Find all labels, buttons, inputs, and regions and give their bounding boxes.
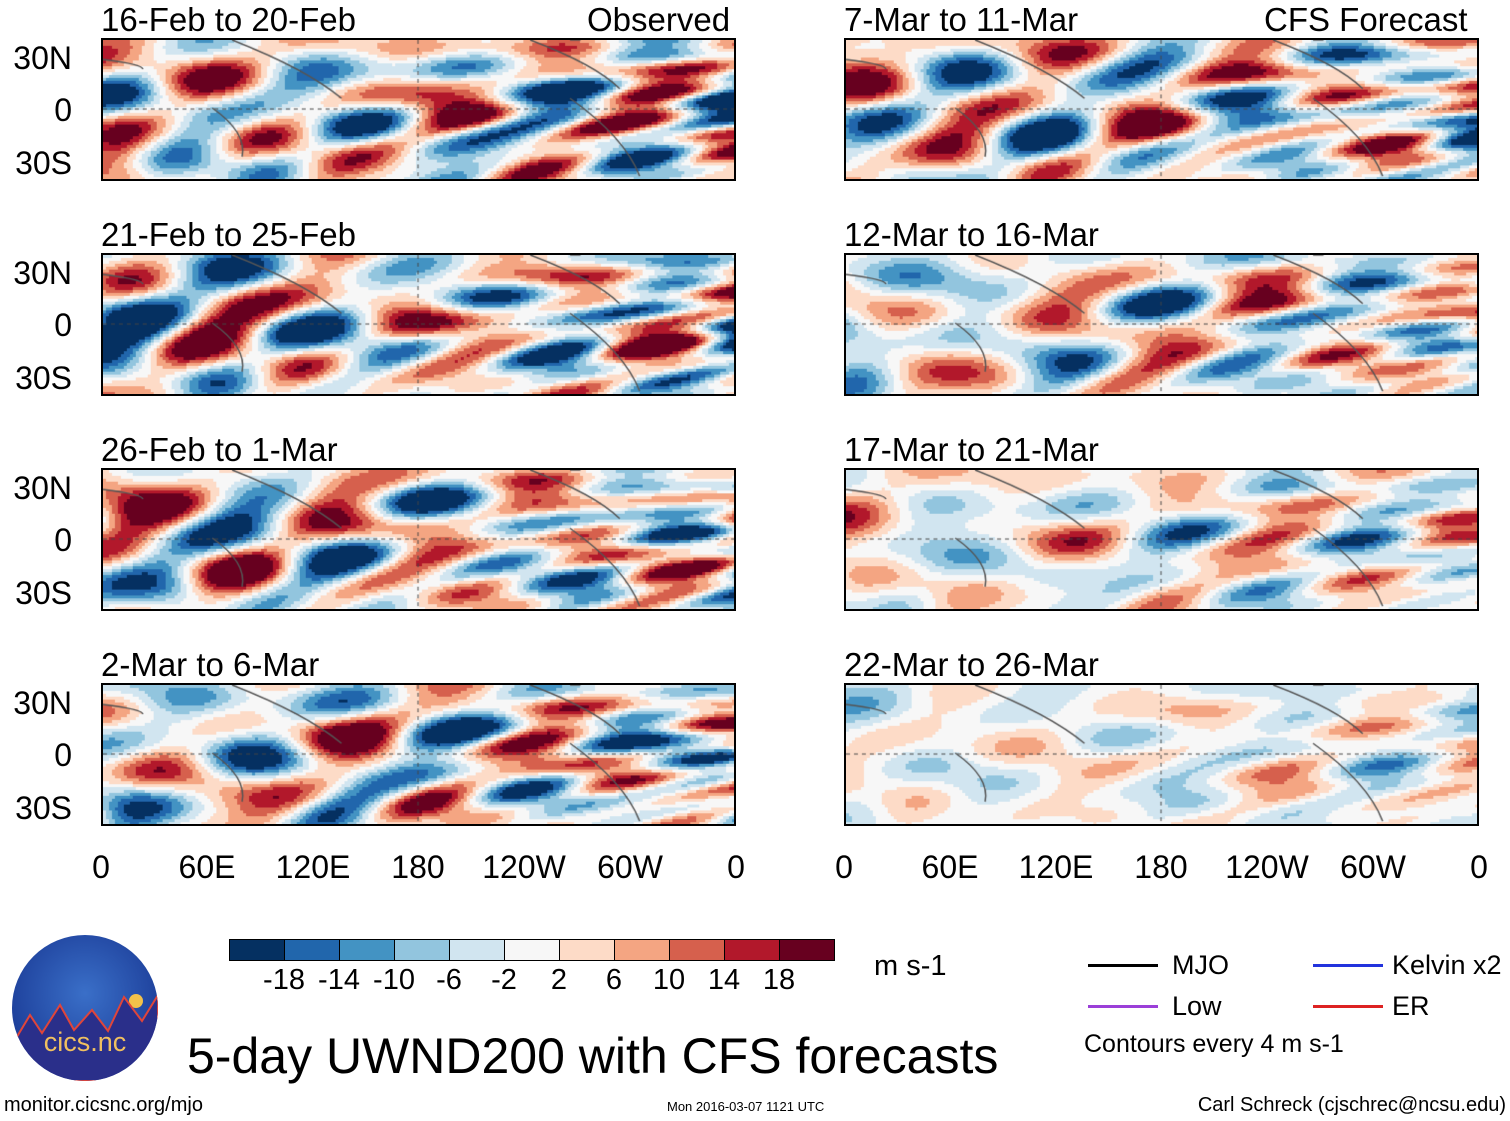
- wind-field: [103, 685, 734, 824]
- lon-label: 60W: [597, 849, 663, 885]
- lat-label: 30S: [15, 575, 72, 611]
- legend-low: Low: [1172, 991, 1222, 1021]
- wind-field: [103, 255, 734, 394]
- map-panel-left-4: [101, 683, 736, 826]
- lat-label: 0: [54, 307, 72, 343]
- lat-label: 30S: [15, 145, 72, 181]
- lat-label: 30N: [13, 470, 72, 506]
- wind-field: [846, 255, 1477, 394]
- lat-label: 30N: [13, 255, 72, 291]
- lon-label: 180: [1134, 849, 1188, 885]
- panel-title: 2-Mar to 6-Mar: [101, 646, 320, 683]
- colorbar-label: 18: [762, 964, 796, 996]
- colorbar-swatch: [339, 939, 395, 961]
- legend-kelvin-line: [1313, 964, 1383, 967]
- map-panel-left-1: [101, 38, 736, 181]
- map-panel-right-2: [844, 253, 1479, 396]
- colorbar-swatch: [229, 939, 285, 961]
- map-panel-right-4: [844, 683, 1479, 826]
- lat-label: 0: [54, 522, 72, 558]
- lat-label: 0: [54, 92, 72, 128]
- logo-text: cics.nc: [43, 1027, 127, 1057]
- colorbar-swatch: [724, 939, 780, 961]
- colorbar-label: 6: [605, 964, 623, 996]
- lat-label: 0: [54, 737, 72, 773]
- lon-label: 120W: [482, 849, 566, 885]
- lon-label: 120W: [1225, 849, 1309, 885]
- wind-field: [103, 40, 734, 179]
- mountain-icon: [12, 993, 158, 1081]
- colorbar-label: -14: [318, 964, 360, 996]
- colorbar-label: 14: [707, 964, 741, 996]
- lon-label: 60W: [1340, 849, 1406, 885]
- figure-title: 5-day UWND200 with CFS forecasts: [187, 1028, 999, 1084]
- lon-label: 0: [92, 849, 110, 885]
- lon-label: 0: [1470, 849, 1488, 885]
- map-panel-left-2: [101, 253, 736, 396]
- legend-mjo-line: [1088, 964, 1158, 967]
- colorbar-swatch: [669, 939, 725, 961]
- colorbar-swatch: [394, 939, 450, 961]
- lat-label: 30N: [13, 685, 72, 721]
- lon-label: 180: [391, 849, 445, 885]
- map-panel-left-3: [101, 468, 736, 611]
- legend-er-line: [1313, 1005, 1383, 1008]
- observed-header: Observed: [587, 1, 731, 38]
- colorbar-label: -18: [263, 964, 305, 996]
- lon-label: 60E: [178, 849, 236, 885]
- panel-title: 7-Mar to 11-Mar: [844, 1, 1079, 38]
- colorbar-swatch: [504, 939, 560, 961]
- colorbar-label: 2: [550, 964, 568, 996]
- legend-mjo: MJO: [1172, 950, 1229, 980]
- map-panel-right-1: [844, 38, 1479, 181]
- colorbar-units: m s-1: [874, 950, 947, 982]
- wind-field: [846, 40, 1477, 179]
- colorbar-swatch: [449, 939, 505, 961]
- lat-label: 30N: [13, 40, 72, 76]
- lat-label: 30S: [15, 360, 72, 396]
- lon-label: 120E: [1018, 849, 1094, 885]
- legend-er: ER: [1392, 991, 1430, 1021]
- lon-label: 0: [727, 849, 745, 885]
- lon-label: 120E: [275, 849, 351, 885]
- panel-title: 17-Mar to 21-Mar: [844, 431, 1099, 468]
- panel-title: 16-Feb to 20-Feb: [101, 1, 356, 38]
- colorbar-label: -2: [491, 964, 517, 996]
- panel-title: 21-Feb to 25-Feb: [101, 216, 356, 253]
- colorbar-label: 10: [652, 964, 686, 996]
- legend-kelvin: Kelvin x2: [1392, 950, 1502, 980]
- footer-author: Carl Schreck (cjschrec@ncsu.edu): [1197, 1094, 1506, 1116]
- panel-title: 26-Feb to 1-Mar: [101, 431, 338, 468]
- map-panel-right-3: [844, 468, 1479, 611]
- lon-label: 0: [835, 849, 853, 885]
- colorbar-label: -6: [436, 964, 462, 996]
- wind-field: [846, 470, 1477, 609]
- panel-title: 22-Mar to 26-Mar: [844, 646, 1099, 683]
- contour-note: Contours every 4 m s-1: [1084, 1030, 1344, 1058]
- cics-logo: cics.nc: [12, 935, 158, 1081]
- colorbar-swatch: [779, 939, 835, 961]
- cfs-forecast-header: CFS Forecast: [1264, 1, 1468, 38]
- colorbar-swatch: [614, 939, 670, 961]
- lon-label: 60E: [921, 849, 979, 885]
- panel-title: 12-Mar to 16-Mar: [844, 216, 1099, 253]
- footer-timestamp: Mon 2016-03-07 1121 UTC: [667, 1099, 825, 1114]
- wind-field: [846, 685, 1477, 824]
- colorbar-swatch: [284, 939, 340, 961]
- colorbar-swatch: [559, 939, 615, 961]
- colorbar-label: -10: [373, 964, 415, 996]
- legend-low-line: [1088, 1005, 1158, 1008]
- wind-field: [103, 470, 734, 609]
- footer-url[interactable]: monitor.cicsnc.org/mjo: [4, 1094, 203, 1116]
- lat-label: 30S: [15, 790, 72, 826]
